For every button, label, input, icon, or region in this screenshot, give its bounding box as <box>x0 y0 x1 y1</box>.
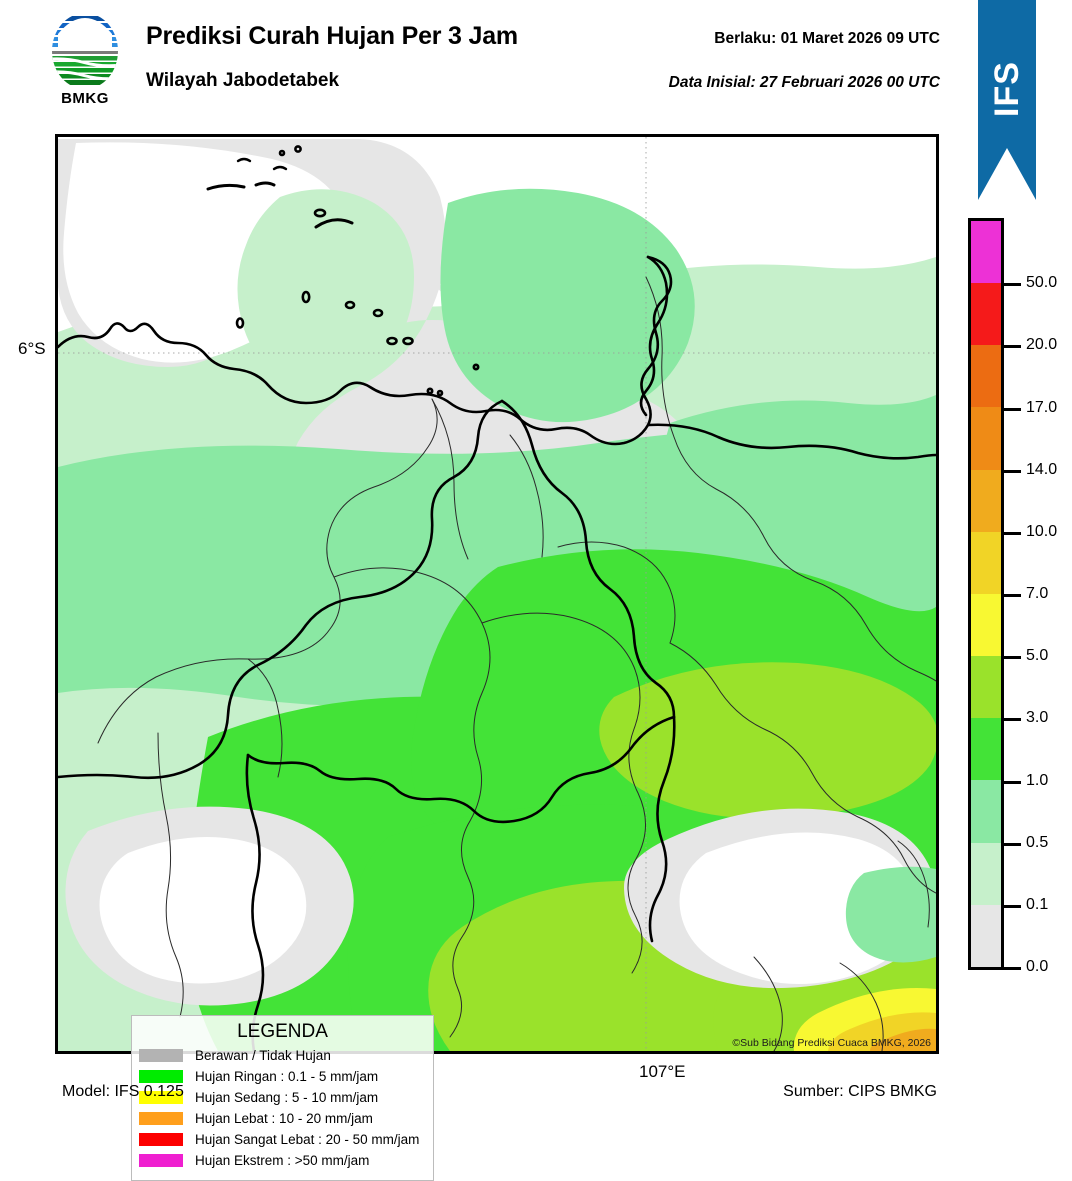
colorbar-tick-label: 14.0 <box>1026 460 1058 478</box>
colorbar-tick-mark <box>1004 469 1021 473</box>
legend-label: Hujan Ekstrem : >50 mm/jam <box>195 1153 370 1168</box>
colorbar-tick-mark <box>1004 842 1021 846</box>
colorbar-band <box>971 531 1001 594</box>
legend-label: Hujan Sangat Lebat : 20 - 50 mm/jam <box>195 1132 420 1147</box>
contour-fill-group <box>58 137 936 1051</box>
colorbar-band <box>971 904 1001 967</box>
legend-label: Hujan Sedang : 5 - 10 mm/jam <box>195 1090 379 1105</box>
colorbar-tick-mark <box>1004 656 1021 660</box>
colorbar-band <box>971 221 1001 284</box>
colorbar-tick-mark <box>1004 780 1021 784</box>
colorbar-tick-mark <box>1004 967 1021 970</box>
legend-item: Hujan Ekstrem : >50 mm/jam <box>132 1150 433 1171</box>
colorbar-tick-mark <box>1004 531 1021 535</box>
colorbar-band <box>971 469 1001 532</box>
legend-swatch <box>139 1049 183 1062</box>
colorbar <box>968 218 1004 970</box>
colorbar-band <box>971 283 1001 346</box>
legend-item: Hujan Sangat Lebat : 20 - 50 mm/jam <box>132 1129 433 1150</box>
legend-swatch <box>139 1112 183 1125</box>
colorbar-tick-label: 17.0 <box>1026 398 1058 416</box>
colorbar-tick-label: 7.0 <box>1026 585 1049 602</box>
colorbar-tick-mark <box>1004 718 1021 722</box>
legend-swatch <box>139 1091 183 1104</box>
legend-label: Berawan / Tidak Hujan <box>195 1048 331 1063</box>
colorbar-tick-label: 1.0 <box>1026 771 1049 789</box>
longitude-tick-label: 107°E <box>639 1062 686 1081</box>
latitude-tick-label: 6°S <box>18 339 46 358</box>
colorbar-band <box>971 780 1001 843</box>
colorbar-band <box>971 407 1001 470</box>
colorbar-tick-label: 10.0 <box>1026 522 1058 540</box>
legend-swatch <box>139 1154 183 1167</box>
bmkg-logo-label: BMKG <box>61 90 109 107</box>
page-title: Prediksi Curah Hujan Per 3 Jam <box>146 22 518 50</box>
ribbon-label: IFS <box>988 61 1026 117</box>
colorbar-tick-mark <box>1004 407 1021 411</box>
legend-item: Hujan Lebat : 10 - 20 mm/jam <box>132 1108 433 1129</box>
colorbar-band <box>971 842 1001 905</box>
model-label: Model: IFS 0.125 <box>62 1083 184 1100</box>
colorbar-tick-label: 0.0 <box>1026 958 1049 975</box>
valid-time-label: Berlaku: 01 Maret 2026 09 UTC <box>714 30 940 47</box>
colorbar-tick-label: 3.0 <box>1026 709 1049 727</box>
page-subtitle: Wilayah Jabodetabek <box>146 70 340 91</box>
colorbar-ticks: 0.0 0.1 0.5 1.0 3.0 5.0 7.0 10.0 14.0 17.0 20.0 50.… <box>1004 218 1072 975</box>
colorbar-tick-mark <box>1004 594 1021 597</box>
colorbar-tick-label: 20.0 <box>1026 336 1058 354</box>
legend-label: Hujan Lebat : 10 - 20 mm/jam <box>195 1111 373 1126</box>
colorbar-band <box>971 345 1001 408</box>
initial-data-label: Data Inisial: 27 Februari 2026 00 UTC <box>668 74 940 91</box>
map-contour-canvas <box>58 137 936 1051</box>
legend-title: LEGENDA <box>237 1021 328 1042</box>
kabupaten-boundaries <box>97 276 936 1051</box>
legend-label: Hujan Ringan : 0.1 - 5 mm/jam <box>195 1069 379 1084</box>
legend-item: Hujan Ringan : 0.1 - 5 mm/jam <box>132 1066 433 1087</box>
colorbar-tick-mark <box>1004 283 1021 287</box>
colorbar-tick-mark <box>1004 904 1021 908</box>
source-label: Sumber: CIPS BMKG <box>783 1083 937 1100</box>
rainfall-map[interactable]: ©Sub Bidang Prediksi Cuaca BMKG, 2026 LE… <box>55 134 939 1181</box>
colorbar-tick-label: 50.0 <box>1026 274 1058 292</box>
legend-item: Hujan Sedang : 5 - 10 mm/jam <box>132 1087 433 1108</box>
bmkg-logo: BMKG <box>38 12 132 110</box>
colorbar-band <box>971 718 1001 781</box>
legend-item: Berawan / Tidak Hujan <box>132 1045 433 1066</box>
colorbar-tick-label: 5.0 <box>1026 647 1049 665</box>
bmkg-logo-icon <box>52 13 118 89</box>
colorbar-tick-mark <box>1004 345 1021 349</box>
coastline <box>58 145 936 1051</box>
map-credit: ©Sub Bidang Prediksi Cuaca BMKG, 2026 <box>732 1037 931 1049</box>
model-ribbon: IFS <box>978 0 1036 200</box>
colorbar-band <box>971 593 1001 657</box>
colorbar-tick-label: 0.1 <box>1026 895 1049 913</box>
colorbar-band <box>971 656 1001 719</box>
legend-swatch <box>139 1133 183 1146</box>
legend-swatch <box>139 1070 183 1083</box>
page-header: BMKG Prediksi Curah Hujan Per 3 Jam Wila… <box>0 0 1072 120</box>
colorbar-tick-label: 0.5 <box>1026 833 1049 851</box>
